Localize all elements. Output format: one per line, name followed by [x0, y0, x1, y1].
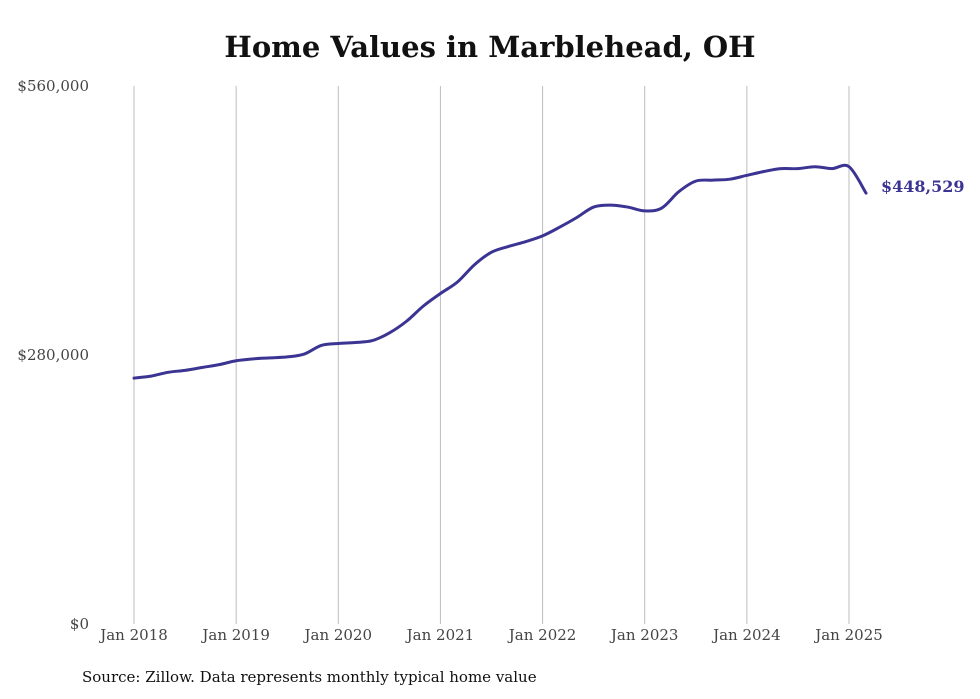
source-note: Source: Zillow. Data represents monthly …: [82, 668, 537, 686]
chart-title: Home Values in Marblehead, OH: [224, 30, 756, 64]
x-tick-label: Jan 2022: [507, 626, 577, 644]
x-tick-label: Jan 2021: [405, 626, 475, 644]
x-axis-ticks: Jan 2018 Jan 2019 Jan 2020 Jan 2021 Jan 2022…: [98, 626, 883, 644]
series-line: [132, 163, 868, 380]
y-tick-label: $560,000: [17, 77, 89, 95]
line-chart: $0$280,000$560,000 Jan 2018 Jan 2019 Jan 2…: [17, 77, 965, 644]
end-value-label: $448,529: [881, 177, 965, 196]
x-tick-label: Jan 2018: [98, 626, 168, 644]
x-tick-label: Jan 2024: [711, 626, 781, 644]
x-tick-label: Jan 2023: [609, 626, 679, 644]
x-tick-label: Jan 2020: [303, 626, 373, 644]
gridlines: [133, 86, 850, 624]
series-layer: $448,529: [132, 163, 965, 380]
y-axis-ticks: $0 $280,000 $560,000: [17, 77, 89, 633]
x-tick-label: Jan 2019: [200, 626, 270, 644]
y-tick-label: $0: [70, 615, 89, 633]
y-tick-label: $280,000: [17, 346, 89, 364]
x-tick-label: Jan 2025: [813, 626, 883, 644]
